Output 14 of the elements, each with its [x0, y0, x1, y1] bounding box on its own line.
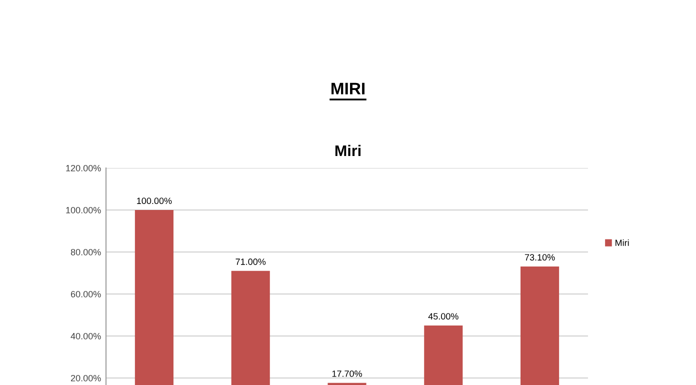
- text: 73.10%: [524, 254, 555, 261]
- y-tick-label: 60.00%: [70, 290, 101, 298]
- text: 17.70%: [332, 370, 362, 377]
- chart-title: MIRI: [332, 82, 364, 94]
- y-tick-label: 80.00%: [70, 248, 101, 256]
- legend-label: Miri: [616, 239, 629, 246]
- text: 100.00%: [137, 198, 172, 204]
- y-tick-label: 20.00%: [70, 374, 101, 382]
- text: 71.00%: [236, 258, 266, 265]
- text: 45.00%: [428, 313, 458, 320]
- chart-subtitle: Miri: [335, 144, 360, 156]
- y-tick-label: 40.00%: [70, 332, 101, 340]
- y-tick-label: 120.00%: [66, 164, 101, 172]
- y-tick-label: 100.00%: [66, 206, 101, 214]
